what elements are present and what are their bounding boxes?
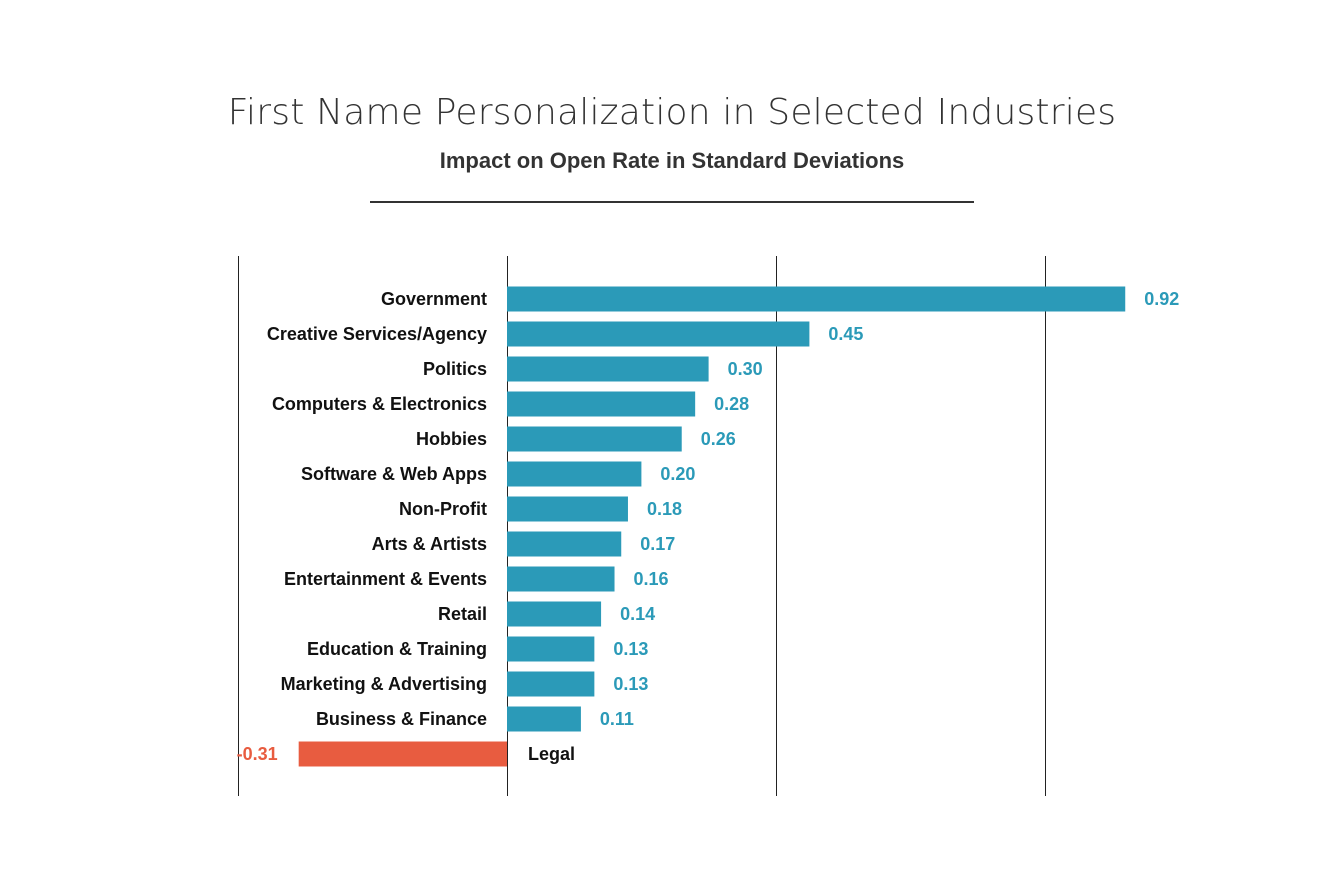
bar bbox=[298, 741, 507, 767]
category-label: Software & Web Apps bbox=[301, 464, 487, 484]
value-label: 0.20 bbox=[660, 464, 695, 484]
value-label: 0.13 bbox=[613, 674, 648, 694]
bar bbox=[507, 461, 642, 487]
value-label: 0.11 bbox=[600, 709, 634, 729]
value-label: 0.17 bbox=[640, 534, 675, 554]
value-label: 0.45 bbox=[828, 324, 863, 344]
value-label: 0.16 bbox=[634, 569, 669, 589]
chart-title: First Name Personalization in Selected I… bbox=[227, 92, 1117, 133]
bar bbox=[507, 391, 696, 417]
bar bbox=[507, 531, 622, 557]
category-label: Government bbox=[381, 289, 487, 309]
bar bbox=[507, 671, 595, 697]
category-label: Non-Profit bbox=[399, 499, 487, 519]
value-label: 0.13 bbox=[613, 639, 648, 659]
category-label: Legal bbox=[528, 744, 575, 764]
value-label: 0.28 bbox=[714, 394, 749, 414]
bar bbox=[507, 321, 810, 347]
category-label: Computers & Electronics bbox=[272, 394, 487, 414]
bars bbox=[298, 286, 1126, 767]
category-label: Retail bbox=[438, 604, 487, 624]
value-label: 0.26 bbox=[701, 429, 736, 449]
value-label: 0.18 bbox=[647, 499, 682, 519]
labels: Government 0.92 Creative Services/Agency 0.… bbox=[237, 289, 1180, 764]
value-label: -0.31 bbox=[237, 744, 278, 764]
category-label: Creative Services/Agency bbox=[267, 324, 487, 344]
value-label: 0.92 bbox=[1144, 289, 1179, 309]
bar bbox=[507, 566, 615, 592]
bar bbox=[507, 356, 709, 382]
bar bbox=[507, 601, 602, 627]
value-label: 0.30 bbox=[728, 359, 763, 379]
category-label: Hobbies bbox=[416, 429, 487, 449]
category-label: Business & Finance bbox=[316, 709, 487, 729]
chart-subtitle: Impact on Open Rate in Standard Deviatio… bbox=[439, 148, 905, 173]
category-label: Marketing & Advertising bbox=[281, 674, 487, 694]
category-label: Education & Training bbox=[307, 639, 487, 659]
category-label: Politics bbox=[423, 359, 487, 379]
value-label: 0.14 bbox=[620, 604, 655, 624]
bar bbox=[507, 286, 1126, 312]
bar bbox=[507, 706, 581, 732]
category-label: Entertainment & Events bbox=[284, 569, 487, 589]
category-label: Arts & Artists bbox=[372, 534, 487, 554]
bar bbox=[507, 636, 595, 662]
bar bbox=[507, 426, 682, 452]
title-divider bbox=[370, 201, 974, 203]
bar bbox=[507, 496, 628, 522]
